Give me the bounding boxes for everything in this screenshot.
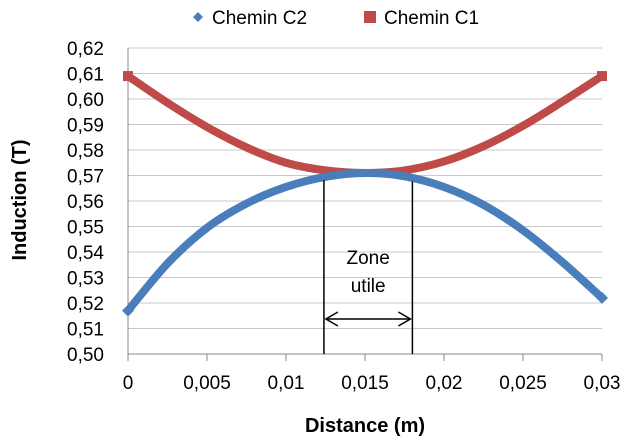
data-point-chemin-c1 [123,71,133,82]
legend-label-chemin-c1: Chemin C1 [384,8,479,29]
legend-marker-chemin-c1 [364,11,376,23]
y-tick-labels: 0,50 0,51 0,52 0,53 0,54 0,55 0,56 0,57 0,58 0,59… [67,39,104,366]
zone-utile-annotation: Zone utile [323,180,414,354]
x-tick-label: 0 [123,373,134,394]
x-tick-labels: 0 0,005 0,01 0,015 0,02 0,025 0,03 [123,373,621,394]
grid-lines [128,47,602,355]
y-tick-label: 0,53 [67,269,104,290]
series-line-chemin-c2 [124,168,605,314]
zone-label-line: Zone [347,248,390,269]
y-axis-title: Induction (T) [9,139,31,260]
legend: Chemin C2 Chemin C1 [193,8,479,29]
x-tick-label: 0,025 [499,373,547,394]
legend-label-chemin-c2: Chemin C2 [212,8,307,29]
zone-arrow-right-head [398,311,412,327]
x-tick-label: 0,03 [584,373,621,394]
y-tick-label: 0,50 [67,345,104,366]
axes [127,48,603,361]
x-axis-title: Distance (m) [305,415,425,437]
y-tick-label: 0,55 [67,218,104,239]
data-point-chemin-c2 [596,291,608,304]
zone-label-line: utile [351,276,386,297]
x-tick-label: 0,02 [426,373,463,394]
y-tick-label: 0,51 [67,320,104,341]
x-tick-label: 0,01 [268,373,305,394]
y-tick-label: 0,62 [67,39,104,60]
y-tick-label: 0,54 [67,243,104,264]
zone-arrow-left-head [324,311,339,327]
data-point-chemin-c2 [122,304,134,317]
y-tick-label: 0,61 [67,65,104,86]
y-tick-label: 0,60 [67,90,104,111]
x-tick-label: 0,015 [341,373,389,394]
y-tick-label: 0,56 [67,192,104,213]
x-tick-label: 0,005 [183,373,231,394]
y-tick-label: 0,59 [67,116,104,137]
y-tick-label: 0,57 [67,167,104,188]
y-tick-label: 0,52 [67,294,104,315]
legend-marker-chemin-c2 [193,12,203,22]
data-point-chemin-c1 [597,71,607,82]
y-tick-label: 0,58 [67,141,104,162]
series-layer [122,71,608,317]
